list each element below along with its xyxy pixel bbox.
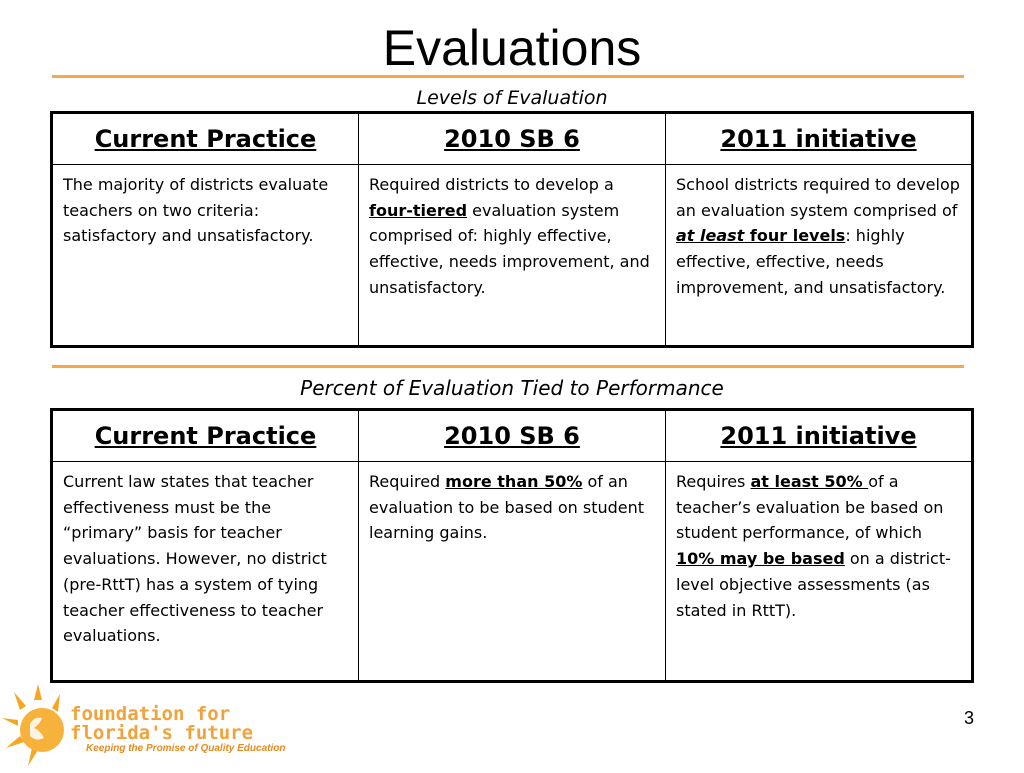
table-header-row: Current Practice 2010 SB 6 2011 initiati… [51, 112, 973, 165]
header-2011-initiative: 2011 initiative [665, 112, 973, 165]
emphasis-four-tiered: four-tiered [369, 200, 468, 220]
percent-caption: Percent of Evaluation Tied to Performanc… [300, 376, 724, 400]
header-2010-sb6: 2010 SB 6 [358, 409, 666, 462]
cell-text: : highly effective, effective, needs imp… [676, 226, 946, 297]
logo-tagline: Keeping the Promise of Quality Education [86, 743, 286, 754]
cell-text: on a district-level objective assessment… [676, 549, 951, 620]
emphasis-at-least-50: at least 50% [750, 472, 869, 491]
emphasis-at-least: at least [676, 226, 745, 246]
cell-text: The majority of districts evaluate teach… [63, 175, 329, 246]
cell-2011-initiative: School districts required to develop an … [665, 164, 973, 347]
table-row: Current law states that teacher effectiv… [51, 461, 973, 682]
sun-icon [2, 684, 64, 766]
header-2011-initiative: 2011 initiative [665, 409, 973, 462]
table-row: The majority of districts evaluate teach… [51, 164, 973, 347]
levels-caption: Levels of Evaluation [416, 87, 608, 109]
cell-2011-initiative: Requires at least 50% of a teacher’s eva… [665, 461, 973, 682]
cell-text: of a teacher’s evaluation be based on st… [676, 472, 944, 543]
table-header-row: Current Practice 2010 SB 6 2011 initiati… [51, 409, 973, 462]
logo-line-2: florida's future [70, 722, 254, 744]
emphasis-10-percent: 10% may be based [676, 549, 845, 569]
emphasis-more-than-50: more than 50% [445, 472, 583, 491]
cell-2010-sb6: Required more than 50% of an evaluation … [358, 461, 666, 682]
cell-text: evaluation system comprised of: highly e… [369, 200, 650, 297]
page-number: 3 [963, 708, 974, 728]
cell-text: Required districts to develop a [369, 175, 614, 194]
foundation-logo [0, 682, 300, 768]
cell-text: Required [369, 472, 446, 491]
header-current-practice: Current Practice [51, 409, 359, 462]
slide-title: Evaluations [382, 20, 642, 76]
cell-text: School districts required to develop an … [676, 175, 960, 220]
cell-text: Requires [676, 472, 751, 491]
header-2010-sb6: 2010 SB 6 [358, 112, 666, 165]
cell-current-practice: Current law states that teacher effectiv… [51, 461, 359, 682]
cell-current-practice: The majority of districts evaluate teach… [51, 164, 359, 347]
cell-text: Current law states that teacher effectiv… [63, 472, 327, 646]
section-divider [52, 365, 964, 368]
logo-wordmark: foundation for florida's future [70, 705, 253, 743]
title-divider [52, 75, 964, 78]
header-current-practice: Current Practice [51, 112, 359, 165]
percent-table: Current Practice 2010 SB 6 2011 initiati… [50, 408, 974, 683]
cell-text: of an evaluation to be based on student … [369, 472, 645, 543]
levels-table: Current Practice 2010 SB 6 2011 initiati… [50, 111, 974, 348]
emphasis-four-levels: four levels [744, 226, 846, 246]
cell-2010-sb6: Required districts to develop a four-tie… [358, 164, 666, 347]
logo-line-1: foundation for [70, 703, 231, 725]
